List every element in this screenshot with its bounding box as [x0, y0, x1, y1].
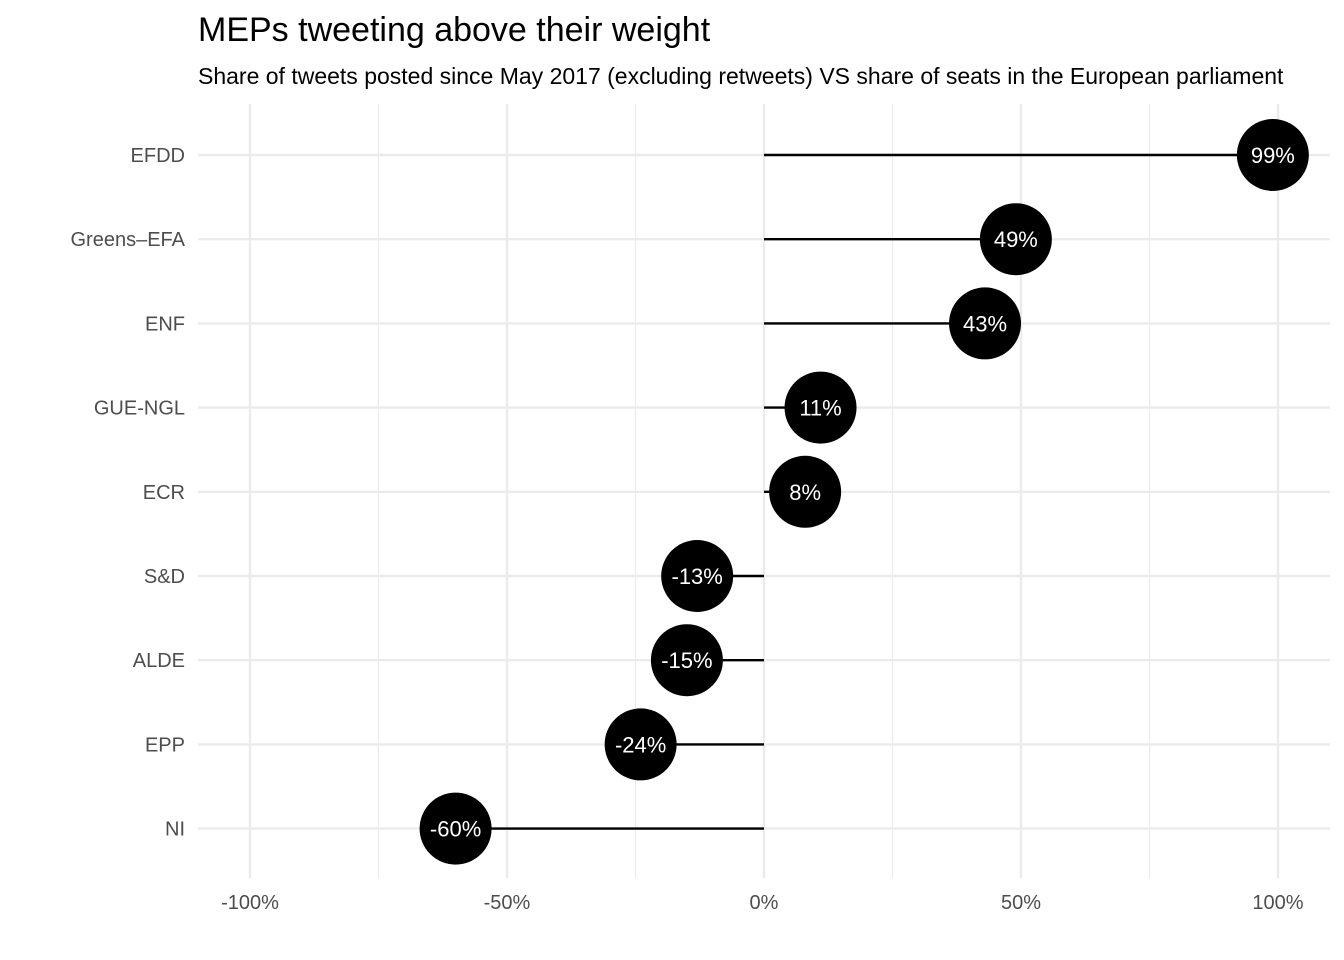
y-axis-labels: EFDD Greens–EFA ENF GUE-NGL ECR S&D ALDE EPP NI	[70, 145, 185, 841]
lollipop-point	[419, 792, 492, 865]
category-label: ALDE	[133, 650, 185, 672]
data-label: -13%	[672, 564, 723, 589]
x-tick-label: 100%	[1252, 892, 1303, 914]
lollipop-point	[1236, 119, 1309, 191]
category-label: EPP	[145, 734, 185, 756]
data-label: -60%	[430, 817, 481, 842]
lollipop-point	[979, 203, 1052, 276]
chart-subtitle: Share of tweets posted since May 2017 (e…	[198, 63, 1284, 89]
data-label: 49%	[994, 227, 1038, 252]
data-label: 43%	[963, 311, 1007, 336]
data-label: -24%	[615, 732, 666, 757]
lollipop-marks: 99% 49% 43% 11% 8% -13% -15% -24% -60%	[419, 119, 1309, 865]
x-axis-labels: -100% -50% 0% 50% 100%	[221, 892, 1304, 914]
data-label: 8%	[789, 480, 821, 505]
chart-title: MEPs tweeting above their weight	[198, 11, 711, 49]
lollipop-point	[784, 371, 857, 444]
category-label: ECR	[143, 482, 185, 504]
lollipop-point	[604, 708, 677, 781]
category-label: NI	[165, 819, 185, 841]
lollipop-point	[769, 455, 842, 528]
category-label: ENF	[145, 313, 185, 335]
x-tick-label: -100%	[221, 892, 279, 914]
data-label: -15%	[661, 648, 712, 673]
data-label: 11%	[799, 396, 841, 421]
category-label: EFDD	[131, 145, 185, 167]
category-label: GUE-NGL	[94, 398, 185, 420]
x-tick-label: -50%	[484, 892, 531, 914]
x-tick-label: 0%	[750, 892, 779, 914]
lollipop-point	[650, 624, 723, 697]
category-label: S&D	[144, 566, 185, 588]
data-label: 99%	[1251, 143, 1295, 168]
x-tick-label: 50%	[1001, 892, 1041, 914]
category-label: Greens–EFA	[70, 229, 185, 251]
lollipop-point	[949, 287, 1022, 360]
lollipop-point	[661, 540, 734, 612]
